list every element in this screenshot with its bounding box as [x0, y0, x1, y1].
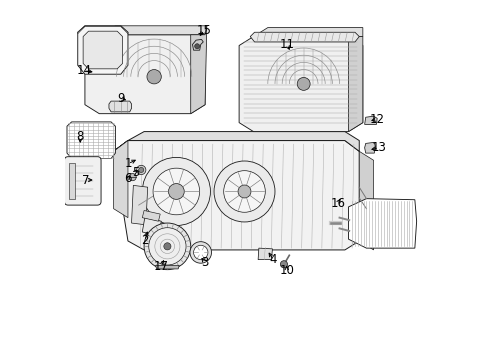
Circle shape — [153, 168, 199, 215]
Text: 17: 17 — [154, 260, 168, 273]
Circle shape — [168, 184, 184, 199]
Polygon shape — [190, 26, 206, 114]
Text: 3: 3 — [201, 256, 208, 269]
Circle shape — [129, 174, 136, 181]
Circle shape — [142, 157, 210, 226]
Polygon shape — [83, 31, 122, 69]
FancyBboxPatch shape — [64, 157, 101, 205]
Text: 15: 15 — [197, 24, 211, 37]
Text: 11: 11 — [279, 38, 294, 51]
Circle shape — [147, 69, 161, 84]
Text: 8: 8 — [77, 130, 84, 144]
Circle shape — [148, 228, 185, 265]
Polygon shape — [253, 28, 362, 37]
Polygon shape — [258, 248, 272, 260]
Text: 10: 10 — [279, 264, 294, 277]
Polygon shape — [364, 116, 376, 125]
Text: 1: 1 — [124, 157, 131, 170]
Circle shape — [190, 242, 211, 263]
Text: 2: 2 — [141, 234, 148, 247]
Polygon shape — [69, 163, 75, 199]
Circle shape — [194, 44, 199, 49]
Text: 4: 4 — [269, 253, 276, 266]
Circle shape — [193, 245, 207, 260]
Polygon shape — [85, 35, 204, 114]
Circle shape — [297, 77, 309, 90]
Polygon shape — [78, 26, 128, 74]
Polygon shape — [67, 122, 115, 158]
Polygon shape — [99, 26, 206, 35]
Polygon shape — [250, 32, 359, 42]
Polygon shape — [131, 185, 147, 225]
Text: 7: 7 — [82, 174, 90, 186]
Polygon shape — [348, 199, 416, 248]
Text: 12: 12 — [369, 113, 384, 126]
Circle shape — [238, 185, 250, 198]
Circle shape — [163, 243, 171, 250]
Polygon shape — [192, 40, 203, 50]
Polygon shape — [239, 37, 362, 132]
Polygon shape — [348, 37, 362, 132]
Polygon shape — [359, 151, 373, 250]
Polygon shape — [78, 26, 128, 34]
Text: 16: 16 — [329, 197, 345, 210]
Polygon shape — [113, 140, 128, 218]
Polygon shape — [142, 211, 160, 221]
Circle shape — [214, 161, 274, 222]
Polygon shape — [155, 265, 179, 269]
Text: 14: 14 — [76, 64, 91, 77]
Text: 13: 13 — [371, 141, 386, 154]
Polygon shape — [113, 132, 359, 151]
Text: 6: 6 — [124, 172, 131, 185]
Circle shape — [136, 165, 145, 175]
Circle shape — [144, 223, 190, 270]
Circle shape — [280, 261, 287, 268]
Polygon shape — [109, 101, 131, 112]
Text: 9: 9 — [117, 92, 124, 105]
Circle shape — [223, 171, 265, 212]
Polygon shape — [142, 218, 161, 235]
Polygon shape — [113, 140, 359, 250]
Circle shape — [139, 167, 143, 172]
Text: 5: 5 — [132, 166, 139, 179]
Polygon shape — [364, 142, 375, 153]
